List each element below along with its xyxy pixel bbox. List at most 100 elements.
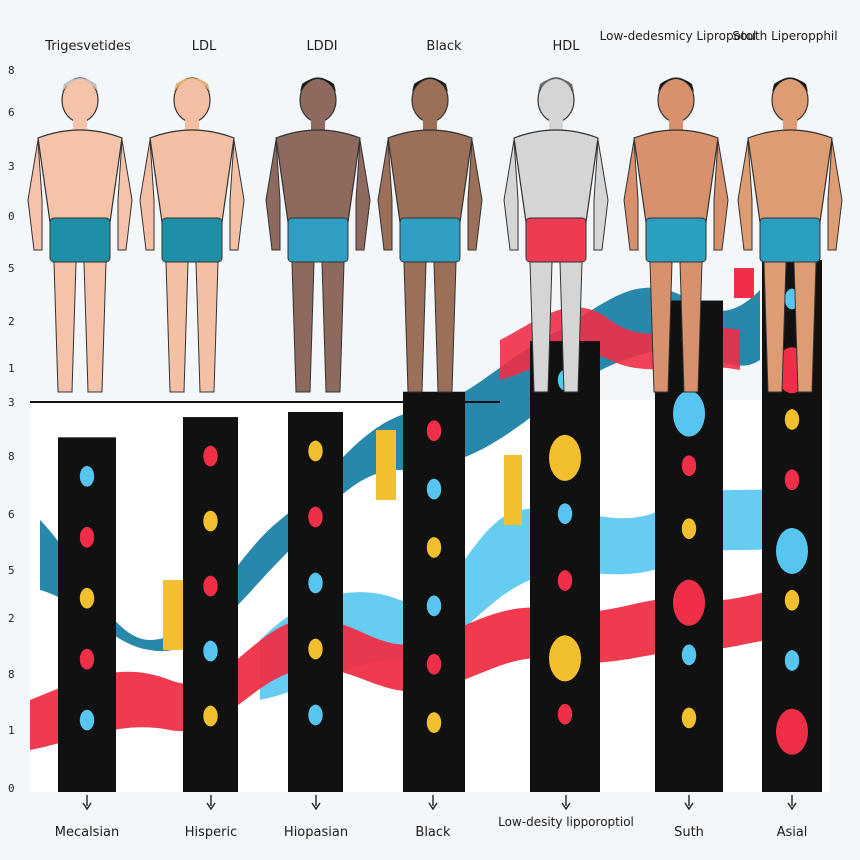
droplet-tip [311,506,320,514]
droplet-tip [206,640,215,648]
accent-yellow [504,455,522,525]
bottom-label: Hisperic [185,825,238,840]
droplet-tip [311,440,320,448]
right-arm [713,139,729,251]
person-figure-1 [139,77,245,393]
lower-tick-label: 1 [8,724,15,737]
torso [275,129,361,223]
torso [513,129,599,223]
shorts [161,217,223,263]
droplet-tip [311,704,320,712]
droplet-tip [560,703,570,711]
right-leg [433,261,457,393]
arrow-head [206,802,216,811]
droplet-tip [206,510,215,518]
right-arm [467,139,483,251]
right-leg [321,261,345,393]
droplet-tip [787,589,797,597]
hair [538,78,574,92]
top-label: HDL [552,39,580,54]
droplet-tip [555,434,575,450]
neck [311,118,325,130]
left-arm [377,139,393,251]
neck [73,118,87,130]
hair [658,78,694,92]
right-arm [117,139,133,251]
lower-tick-label: 2 [8,612,15,625]
droplet-tip [560,570,570,577]
droplet-tip [679,579,699,595]
right-arm [229,139,245,251]
arrow-head [561,802,571,811]
bar-0 [58,437,116,792]
hair [300,78,336,92]
upper-tick-label: 8 [8,64,15,77]
shorts [759,217,821,263]
bottom-label: Hiopasian [284,825,348,840]
right-leg [679,261,703,393]
lower-tick-label: 8 [8,450,15,463]
lower-tick-label: 5 [8,564,15,577]
left-arm [139,139,155,251]
neck [185,118,199,130]
droplet-tip [206,705,215,713]
top-label: LDDI [306,39,337,54]
arrow-head [428,802,438,811]
droplet-tip [787,650,797,657]
droplet-tip [555,635,575,651]
top-label: Trigesvetides [44,39,131,54]
droplet-tip [206,445,215,453]
neck [783,118,797,130]
hair [174,78,210,92]
right-arm [593,139,609,251]
droplet-tip [787,469,797,477]
shorts [287,217,349,263]
bar-2 [288,412,343,792]
torso [149,129,235,223]
left-arm [623,139,639,251]
shorts [49,217,111,263]
left-arm [737,139,753,251]
person-figure-3 [377,77,483,393]
left-arm [27,139,43,251]
shorts [525,217,587,263]
droplet-tip [429,595,439,603]
droplet-tip [679,390,699,406]
top-label: Low-dedesmicy Lipropotol [600,29,757,43]
lower-tick-label: 0 [8,782,15,795]
droplet-tip [684,644,694,652]
person-figure-4 [503,77,609,393]
droplet-tip [684,707,694,715]
neck [549,118,563,130]
lower-tick-label: 6 [8,508,15,521]
left-leg [763,261,787,393]
top-label: Black [426,39,462,54]
lower-tick-label: 8 [8,668,15,681]
left-arm [265,139,281,251]
torso [633,129,719,223]
droplet-tip [429,537,439,544]
left-leg [165,261,189,393]
right-arm [827,139,843,251]
droplet-tip [82,648,92,656]
arrow-head [684,802,694,811]
neck [423,118,437,130]
right-leg [83,261,107,393]
top-label: LDL [192,39,217,54]
hair [412,78,448,92]
accent-red [734,268,754,298]
person-figure-6 [737,77,843,393]
upper-tick-label: 6 [8,106,15,119]
left-leg [291,261,315,393]
left-leg [529,261,553,393]
right-leg [793,261,817,393]
left-leg [649,261,673,393]
person-figure-0 [27,77,133,393]
upper-tick-label: 0 [8,210,15,223]
droplet-tip [311,572,320,580]
left-leg [403,261,427,393]
upper-tick-label: 2 [8,315,15,328]
upper-tick-label: 3 [8,396,15,409]
